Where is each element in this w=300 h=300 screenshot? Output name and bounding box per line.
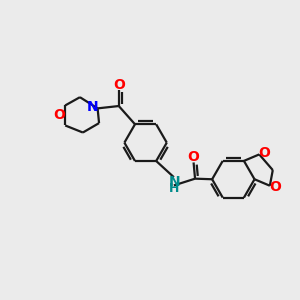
Text: N: N [86, 100, 98, 114]
Text: O: O [188, 150, 200, 164]
Text: O: O [269, 180, 281, 194]
Text: O: O [113, 77, 125, 92]
Text: O: O [53, 108, 65, 122]
Text: H: H [169, 182, 180, 196]
Text: N: N [169, 176, 180, 190]
Text: O: O [259, 146, 271, 160]
